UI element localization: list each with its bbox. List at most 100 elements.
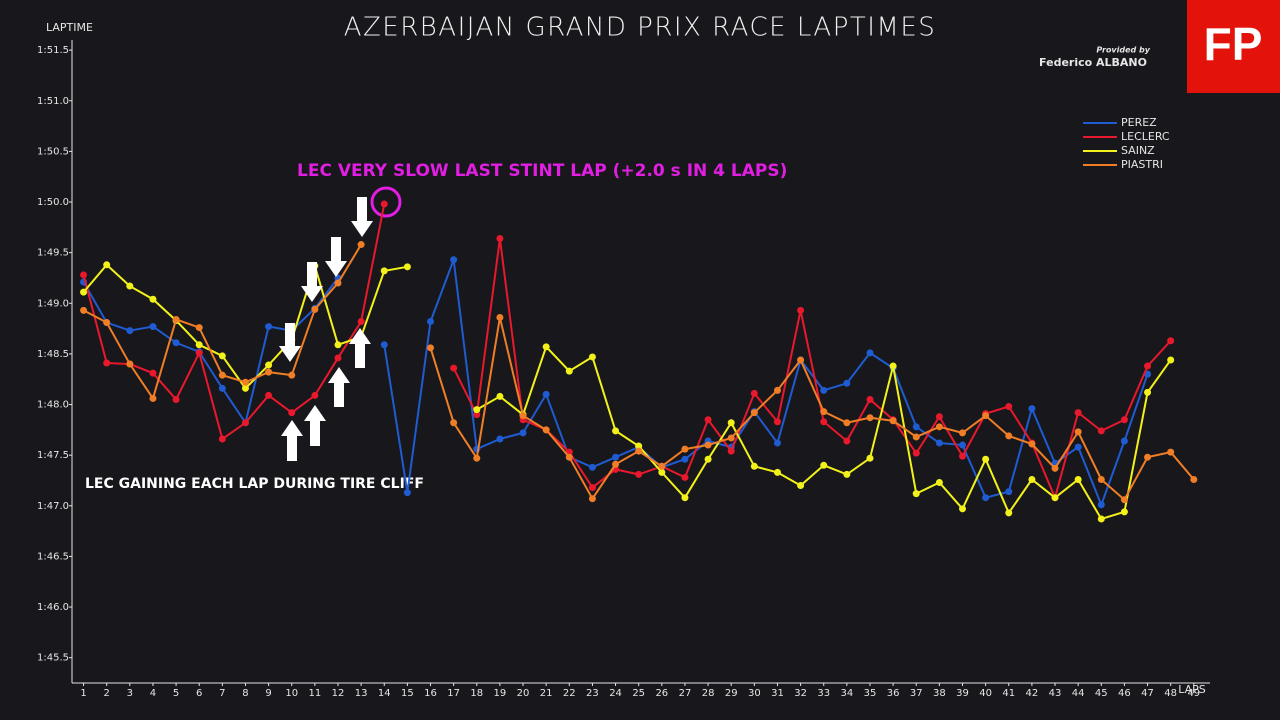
data-point (334, 354, 342, 362)
x-tick-label: 47 (1141, 688, 1154, 699)
data-point (450, 364, 458, 372)
data-point (773, 468, 781, 476)
data-point (311, 305, 319, 313)
data-point (889, 362, 897, 370)
x-tick-label: 35 (864, 688, 877, 699)
y-tick-label: 1:49.5 (37, 248, 69, 259)
data-point (681, 473, 689, 481)
legend-label: SAINZ (1121, 144, 1155, 157)
data-point (149, 323, 157, 331)
data-point (681, 455, 689, 463)
x-tick-label: 5 (173, 688, 179, 699)
arrow-up (349, 328, 371, 368)
data-point (750, 389, 758, 397)
x-tick-label: 39 (956, 688, 969, 699)
x-tick-label: 4 (150, 688, 156, 699)
data-point (658, 468, 666, 476)
data-point (450, 419, 458, 427)
data-point (612, 460, 620, 468)
x-tick-label: 41 (1002, 688, 1015, 699)
data-point (80, 306, 88, 314)
x-tick-label: 3 (127, 688, 133, 699)
x-tick-label: 31 (771, 688, 784, 699)
arrow-down (351, 197, 373, 237)
data-point (565, 367, 573, 375)
data-point (727, 447, 735, 455)
data-point (496, 313, 504, 321)
data-point (820, 418, 828, 426)
credit-label: Provided by (1096, 46, 1150, 55)
arrow-down (325, 237, 347, 277)
data-point (403, 263, 411, 271)
data-point (704, 416, 712, 424)
x-tick-label: 19 (494, 688, 507, 699)
data-point (727, 419, 735, 427)
data-point (265, 361, 273, 369)
data-point (588, 353, 596, 361)
data-point (103, 319, 111, 327)
data-point (288, 409, 296, 417)
data-point (265, 323, 273, 331)
x-tick-label: 44 (1072, 688, 1085, 699)
data-point (403, 489, 411, 497)
data-point (265, 368, 273, 376)
data-point (820, 386, 828, 394)
data-point (866, 395, 874, 403)
data-point (1144, 453, 1152, 461)
data-point (681, 494, 689, 502)
data-point (1120, 416, 1128, 424)
x-tick-label: 20 (517, 688, 530, 699)
x-tick-label: 45 (1095, 688, 1108, 699)
data-point (149, 394, 157, 402)
data-point (912, 433, 920, 441)
data-point (1167, 448, 1175, 456)
x-tick-label: 13 (355, 688, 368, 699)
x-tick-label: 1 (80, 688, 86, 699)
data-point (635, 447, 643, 455)
data-point (1074, 475, 1082, 483)
x-tick-label: 10 (285, 688, 298, 699)
data-point (1005, 509, 1013, 517)
x-tick-label: 8 (242, 688, 248, 699)
y-tick-label: 1:46.5 (37, 551, 69, 562)
x-tick-label: 18 (470, 688, 483, 699)
data-point (195, 324, 203, 332)
data-point (218, 371, 226, 379)
credit-name: Federico ALBANO (1039, 56, 1147, 69)
y-tick-label: 1:47.0 (37, 501, 69, 512)
arrow-down (301, 262, 323, 302)
data-point (241, 378, 249, 386)
data-point (912, 449, 920, 457)
data-point (542, 426, 550, 434)
data-point (565, 453, 573, 461)
x-tick-label: 26 (655, 688, 668, 699)
arrow-down (279, 323, 301, 362)
y-tick-label: 1:45.5 (37, 653, 69, 664)
data-point (149, 295, 157, 303)
arrow-up (304, 405, 326, 446)
annotation: LEC VERY SLOW LAST STINT LAP (+2.0 s IN … (297, 161, 787, 181)
data-point (218, 352, 226, 360)
data-point (912, 423, 920, 431)
data-point (1028, 475, 1036, 483)
data-point (820, 408, 828, 416)
data-point (1144, 388, 1152, 396)
data-point (450, 256, 458, 264)
data-point (496, 234, 504, 242)
data-point (959, 452, 967, 460)
x-tick-label: 49 (1187, 688, 1200, 699)
x-tick-label: 42 (1026, 688, 1039, 699)
data-point (797, 356, 805, 364)
data-point (1074, 409, 1082, 417)
data-point (773, 418, 781, 426)
data-point (1120, 508, 1128, 516)
data-point (1074, 428, 1082, 436)
x-tick-label: 17 (447, 688, 460, 699)
y-tick-label: 1:50.5 (37, 146, 69, 157)
data-point (195, 349, 203, 357)
data-point (427, 344, 435, 352)
legend-label: PIASTRI (1121, 158, 1163, 171)
data-point (1144, 362, 1152, 370)
data-point (797, 482, 805, 490)
